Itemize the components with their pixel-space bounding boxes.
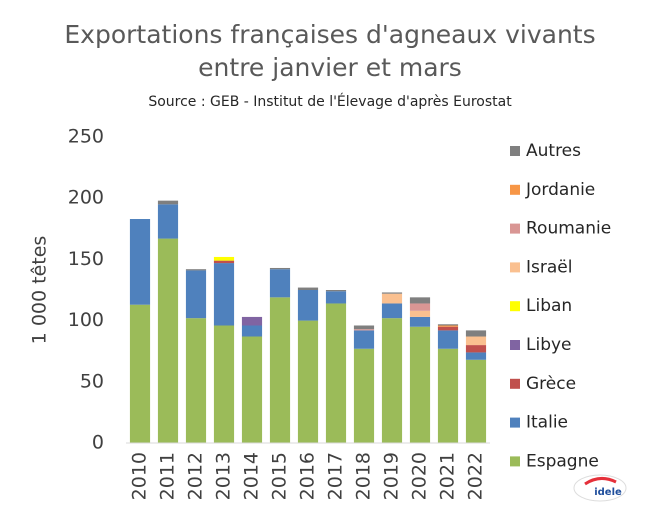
bar-segment: [381, 303, 403, 319]
bar-segment: [241, 316, 263, 326]
legend-label: Grèce: [526, 374, 576, 394]
bar-segment: [465, 352, 487, 360]
bar-segment: [353, 329, 375, 331]
bar-segment: [381, 293, 403, 304]
y-tick-label: 100: [68, 309, 104, 331]
y-tick-label: 0: [92, 432, 104, 454]
bar-segment: [325, 291, 347, 304]
chart-subtitle: Source : GEB - Institut de l'Élevage d'a…: [148, 93, 512, 110]
y-axis-title: 1 000 têtes: [29, 236, 51, 345]
bar-segment: [437, 324, 459, 326]
bar-segment: [269, 269, 291, 298]
x-tick-label: 2011: [157, 452, 179, 500]
y-tick-label: 150: [68, 248, 104, 270]
bar-segment: [269, 297, 291, 443]
y-tick-label: 250: [68, 126, 104, 148]
bar-segment: [297, 320, 319, 443]
chart-title: entre janvier et mars: [198, 53, 462, 82]
bar-segment: [297, 290, 319, 321]
legend-swatch: [510, 223, 520, 234]
legend-label: Italie: [526, 413, 568, 433]
legend-swatch: [510, 378, 520, 389]
legend-swatch: [510, 184, 520, 195]
legend-label: Libye: [526, 335, 572, 355]
bar-segment: [437, 348, 459, 443]
bar-segment: [409, 310, 431, 317]
bar-segment: [297, 287, 319, 290]
bar-segment: [465, 336, 487, 346]
legend-swatch: [510, 262, 520, 273]
bar-segment: [157, 238, 179, 443]
x-tick-label: 2012: [185, 452, 207, 500]
bar-segment: [213, 260, 235, 264]
x-tick-label: 2010: [129, 452, 151, 500]
legend-swatch: [510, 301, 520, 312]
bar-segment: [353, 348, 375, 443]
bar-segment: [465, 345, 487, 353]
legend-swatch: [510, 417, 520, 428]
chart-title: Exportations françaises d'agneaux vivant…: [64, 20, 595, 49]
bar-segment: [213, 263, 235, 326]
legend-label: Espagne: [526, 451, 599, 471]
y-tick-label: 200: [68, 187, 104, 209]
bar-segment: [325, 303, 347, 443]
bar-segment: [437, 326, 459, 331]
legend-swatch: [510, 456, 520, 467]
bar-segment: [409, 303, 431, 311]
bar-segment: [409, 297, 431, 304]
bar-segment: [437, 325, 459, 327]
legend-label: Jordanie: [525, 180, 595, 200]
bar-segment: [213, 325, 235, 443]
bar-segment: [241, 325, 263, 337]
bar-segment: [269, 267, 291, 270]
bar-segment: [157, 200, 179, 205]
y-tick-label: 50: [80, 370, 104, 392]
bar-segment: [409, 316, 431, 327]
legend-label: Israël: [526, 257, 572, 277]
legend-swatch: [510, 146, 520, 156]
bar-segment: [353, 325, 375, 330]
bar-segment: [381, 318, 403, 443]
x-tick-label: 2021: [437, 452, 459, 500]
logo-swoosh: [584, 477, 617, 486]
bar-segment: [157, 204, 179, 239]
x-tick-label: 2013: [213, 452, 235, 500]
legend-label: Autres: [526, 141, 581, 161]
x-tick-label: 2016: [297, 452, 319, 500]
bar-segment: [353, 330, 375, 349]
bar-segment: [465, 330, 487, 337]
bar-segment: [185, 269, 207, 271]
x-tick-label: 2020: [409, 452, 431, 500]
bar-segment: [213, 256, 235, 261]
bar-segment: [185, 318, 207, 443]
x-tick-label: 2017: [325, 452, 347, 500]
x-tick-label: 2019: [381, 452, 403, 500]
logo-text: idele: [594, 487, 622, 498]
x-tick-label: 2022: [465, 452, 487, 500]
x-tick-label: 2014: [241, 452, 263, 500]
bar-segment: [437, 330, 459, 349]
bar-segment: [409, 326, 431, 443]
bar-segment: [381, 292, 403, 294]
bar-segment: [185, 270, 207, 319]
x-tick-label: 2018: [353, 452, 375, 500]
bar-segment: [465, 359, 487, 443]
bar-segment: [129, 304, 151, 443]
logo: idele: [573, 474, 627, 502]
bar-segment: [129, 219, 151, 305]
legend-label: Liban: [526, 296, 572, 316]
x-tick-label: 2015: [269, 452, 291, 500]
legend-label: Roumanie: [526, 219, 611, 239]
legend-swatch: [510, 340, 520, 350]
bar-segment: [241, 336, 263, 443]
bar-segment: [325, 290, 347, 292]
